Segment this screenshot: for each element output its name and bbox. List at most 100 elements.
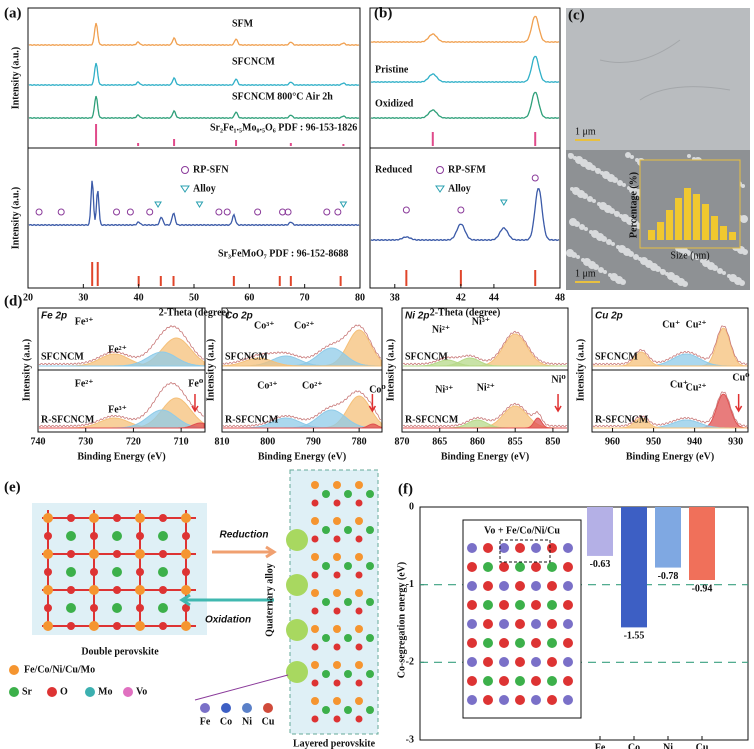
component <box>593 417 747 429</box>
inset-atom <box>547 657 557 667</box>
atom-o <box>333 679 341 687</box>
atom-b <box>181 621 191 631</box>
atom-b <box>89 549 99 559</box>
inset-atom <box>499 695 509 705</box>
inset-atom <box>483 676 493 686</box>
species-label: Cu⁺ <box>670 379 688 390</box>
label: Pristine <box>375 64 409 75</box>
atom-o <box>67 622 75 630</box>
atom-b <box>311 697 319 705</box>
x-tick-label: 38 <box>390 292 400 303</box>
legend-marker <box>180 185 190 193</box>
label: Cu <box>262 716 275 727</box>
atom-b <box>333 625 341 633</box>
particle <box>614 211 620 217</box>
marker <box>154 201 162 208</box>
inset-atom <box>515 657 525 667</box>
marker <box>113 208 121 216</box>
atom-b <box>355 697 363 705</box>
atom-b <box>311 661 319 669</box>
x-tick-label: 80 <box>355 292 365 303</box>
x-tick-label: 800 <box>260 436 275 447</box>
particle <box>570 187 574 191</box>
species-label: Ni⁰ <box>551 374 566 385</box>
label: R-SFCNCM <box>41 414 95 425</box>
x-tick-label: 865 <box>432 436 447 447</box>
label: RP-SFN <box>193 164 229 175</box>
inset-atom <box>531 562 541 572</box>
axis-label: Intensity (a.u.) <box>21 339 32 402</box>
atom-o <box>159 514 167 522</box>
atom-b <box>311 481 319 489</box>
atom-o <box>113 514 121 522</box>
particle <box>741 184 745 188</box>
label: (d) <box>4 293 22 309</box>
atom-o <box>311 679 319 687</box>
particle <box>578 159 582 163</box>
hist-bar <box>675 198 682 240</box>
marker <box>284 208 292 216</box>
particle <box>631 220 639 228</box>
legend-atom <box>47 687 57 697</box>
inset-atom <box>515 695 525 705</box>
particle <box>717 268 723 274</box>
trace <box>370 55 560 83</box>
particle <box>598 267 604 273</box>
label: Mo <box>98 686 112 697</box>
atom-sr <box>344 598 352 606</box>
legend-marker <box>436 166 444 174</box>
inset-atom <box>499 619 509 629</box>
inset-atom <box>531 543 541 553</box>
species-label: Fe³⁺ <box>108 404 127 415</box>
x-tick-label: Fe <box>595 742 606 749</box>
label: SFM <box>232 18 254 29</box>
species-label: Co³⁺ <box>254 320 275 331</box>
particle <box>677 278 685 286</box>
atom-sr <box>66 567 76 577</box>
atom-sr <box>366 526 374 534</box>
particle <box>627 186 631 190</box>
label: Binding Energy (eV) <box>77 451 165 462</box>
inset-atom <box>547 676 557 686</box>
marker <box>457 206 465 214</box>
marker <box>223 208 231 216</box>
inset-atom <box>563 600 573 610</box>
atom-b <box>43 621 53 631</box>
trace <box>28 62 360 87</box>
value-label: -0.63 <box>590 559 611 570</box>
label: 2-Theta (degree) <box>159 307 230 318</box>
label: R-SFCNCM <box>405 414 459 425</box>
label: Reduced <box>375 164 413 175</box>
axis-label: Intensity (a.u.) <box>10 187 21 250</box>
lattice-box <box>289 469 379 735</box>
arrow <box>191 394 199 413</box>
atom-o <box>113 550 121 558</box>
atom-o <box>90 568 98 576</box>
atom-o <box>182 604 190 612</box>
y-tick-label: -2 <box>406 657 414 668</box>
alloy-particle <box>286 529 308 551</box>
legend-marker <box>435 185 445 193</box>
label: Binding Energy (eV) <box>441 451 529 462</box>
particle <box>587 196 593 202</box>
inset-atom <box>563 581 573 591</box>
inset-atom <box>515 600 525 610</box>
label: Vo <box>136 686 147 697</box>
marker <box>323 208 331 216</box>
species-label: Fe⁰ <box>188 378 204 389</box>
label: Fe <box>200 716 211 727</box>
x-tick-label: 855 <box>508 436 523 447</box>
x-tick-label: 720 <box>126 436 141 447</box>
label: Alloy <box>193 183 216 194</box>
particle <box>635 158 639 162</box>
atom-sr <box>322 706 330 714</box>
x-tick-label: 850 <box>545 436 560 447</box>
alloy-particle <box>286 574 308 596</box>
inset-atom <box>547 638 557 648</box>
inset-atom <box>483 581 493 591</box>
label: SFCNCM <box>232 56 275 67</box>
particle <box>588 261 596 269</box>
inset-atom <box>467 600 477 610</box>
atom-sr <box>366 634 374 642</box>
label: Vo + Fe/Co/Ni/Cu <box>484 525 560 536</box>
